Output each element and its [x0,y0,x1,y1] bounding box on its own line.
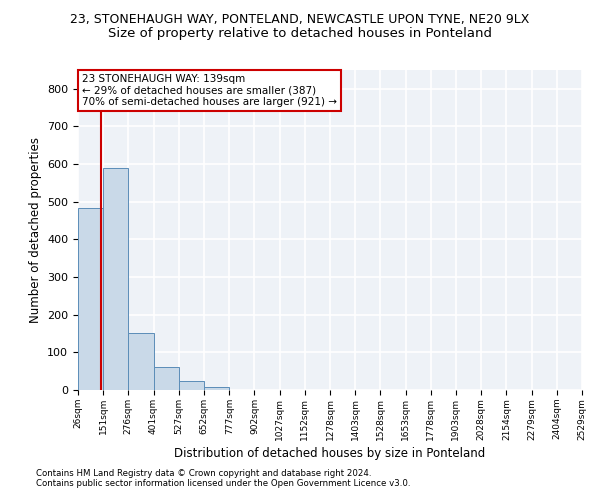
Bar [179,380,204,390]
Y-axis label: Number of detached properties: Number of detached properties [29,137,41,323]
Text: Contains HM Land Registry data © Crown copyright and database right 2024.: Contains HM Land Registry data © Crown c… [36,468,371,477]
Text: Contains public sector information licensed under the Open Government Licence v3: Contains public sector information licen… [36,478,410,488]
Bar [128,333,154,390]
Bar [154,366,179,390]
Bar [103,168,128,390]
Bar [204,388,229,390]
Text: Size of property relative to detached houses in Ponteland: Size of property relative to detached ho… [108,28,492,40]
Text: 23 STONEHAUGH WAY: 139sqm
← 29% of detached houses are smaller (387)
70% of semi: 23 STONEHAUGH WAY: 139sqm ← 29% of detac… [82,74,337,107]
X-axis label: Distribution of detached houses by size in Ponteland: Distribution of detached houses by size … [175,446,485,460]
Text: 23, STONEHAUGH WAY, PONTELAND, NEWCASTLE UPON TYNE, NE20 9LX: 23, STONEHAUGH WAY, PONTELAND, NEWCASTLE… [70,12,530,26]
Bar [78,208,103,390]
